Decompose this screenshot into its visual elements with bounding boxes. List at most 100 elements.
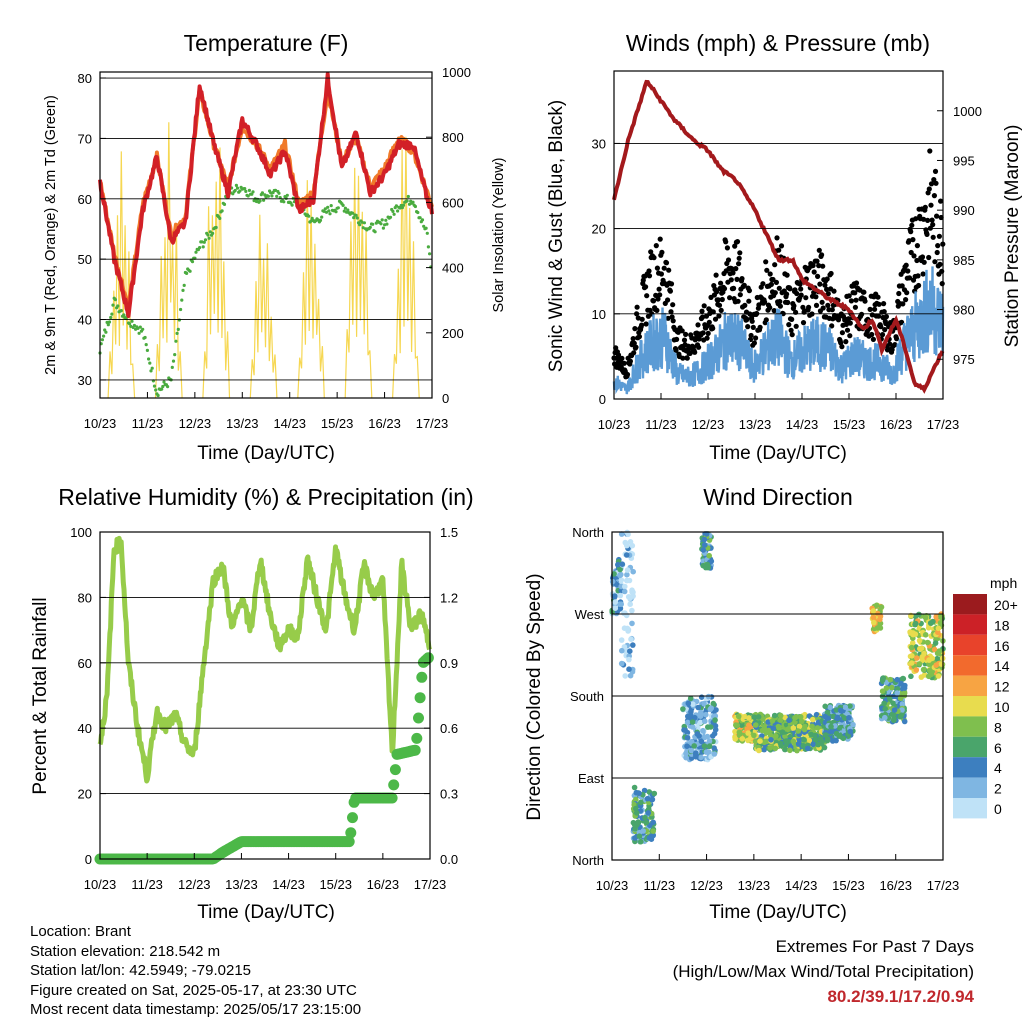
gust-point xyxy=(636,334,643,340)
precip-point xyxy=(413,712,424,724)
direction-point xyxy=(814,725,821,731)
gust-point xyxy=(820,305,826,311)
dewpoint-point xyxy=(425,231,429,235)
direction-point xyxy=(710,700,717,707)
direction-point xyxy=(633,805,639,812)
direction-point xyxy=(622,610,628,616)
gust-point xyxy=(920,271,926,277)
gust-point xyxy=(813,294,819,300)
gust-point xyxy=(861,289,867,295)
gust-point xyxy=(728,277,734,283)
gust-point xyxy=(770,276,776,283)
gust-point xyxy=(724,245,731,251)
gust-point xyxy=(815,273,821,279)
x-tick-label: 11/23 xyxy=(131,877,163,892)
gust-point xyxy=(933,180,939,186)
direction-point xyxy=(787,747,793,754)
gust-point xyxy=(767,271,773,277)
dewpoint-point xyxy=(176,327,180,331)
dewpoint-point xyxy=(214,225,218,230)
figure-created: Figure created on Sat, 2025-05-17, at 23… xyxy=(30,981,357,999)
speed-legend-label: 6 xyxy=(994,740,1002,756)
winds-x-label: Time (Day/UTC) xyxy=(709,443,847,464)
dewpoint-point xyxy=(147,357,151,361)
gust-point xyxy=(683,331,689,337)
direction-point xyxy=(874,625,881,631)
gust-point xyxy=(630,336,636,342)
direction-point xyxy=(632,835,638,841)
gust-point xyxy=(713,272,719,278)
y-tick-label: 0 xyxy=(599,392,606,407)
gust-point xyxy=(847,320,853,326)
direction-point xyxy=(871,619,877,626)
dewpoint-point xyxy=(234,183,238,187)
direction-point xyxy=(917,645,923,652)
gust-point xyxy=(788,327,794,333)
dewpoint-point xyxy=(150,366,154,370)
gust-point xyxy=(932,259,938,265)
direction-point xyxy=(925,625,932,631)
gust-point xyxy=(927,148,933,154)
direction-point xyxy=(629,542,636,549)
dewpoint-point xyxy=(318,218,323,222)
dewpoint-point xyxy=(148,361,152,365)
dewpoint-point xyxy=(322,209,326,213)
gust-point xyxy=(721,286,728,292)
direction-point xyxy=(703,711,709,718)
y2-tick-label: 985 xyxy=(953,253,975,268)
direction-point xyxy=(837,707,844,714)
gust-point xyxy=(700,330,706,336)
direction-point xyxy=(624,542,630,549)
y-tick-label: 30 xyxy=(592,136,606,151)
dewpoint-point xyxy=(346,208,350,212)
direction-point xyxy=(790,725,797,731)
gust-point xyxy=(736,255,742,261)
station-info: Location: Brant Station elevation: 218.5… xyxy=(30,922,361,1020)
recent-timestamp: Most recent data timestamp: 2025/05/17 2… xyxy=(30,1001,362,1018)
direction-point xyxy=(830,713,837,720)
solar-series-line xyxy=(154,122,183,399)
gust-point xyxy=(813,302,820,308)
gust-point xyxy=(715,297,721,303)
direction-point xyxy=(882,706,888,712)
gust-point xyxy=(831,288,837,294)
direction-point xyxy=(833,730,840,737)
direction-point xyxy=(611,593,618,599)
gust-point xyxy=(822,282,828,288)
gust-point xyxy=(704,335,710,341)
gust-point xyxy=(650,298,657,304)
direction-point xyxy=(622,673,628,679)
humidity-title: Relative Humidity (%) & Precipitation (i… xyxy=(58,484,473,510)
direction-point xyxy=(926,657,932,663)
gust-point xyxy=(631,340,637,346)
dewpoint-point xyxy=(269,191,273,195)
dewpoint-point xyxy=(198,246,202,250)
gust-point xyxy=(852,290,858,296)
direction-point xyxy=(623,552,630,558)
direction-tick-label: South xyxy=(570,689,604,704)
dewpoint-point xyxy=(334,210,338,214)
dewpoint-point xyxy=(185,271,189,275)
direction-point xyxy=(687,712,694,719)
dewpoint-point xyxy=(258,199,262,203)
direction-point xyxy=(627,648,633,654)
x-tick-label: 15/23 xyxy=(833,417,866,432)
gust-point xyxy=(806,304,812,310)
gust-point xyxy=(903,297,909,303)
gust-point xyxy=(737,250,743,256)
direction-point xyxy=(894,690,900,696)
dewpoint-point xyxy=(343,206,347,210)
direction-point xyxy=(712,713,719,719)
dewpoint-point xyxy=(144,343,148,347)
gust-point xyxy=(670,318,676,324)
gust-point xyxy=(718,307,724,313)
x-tick-label: 15/23 xyxy=(832,878,865,893)
direction-point xyxy=(735,713,742,720)
direction-point xyxy=(916,661,923,667)
y2-tick-label: 975 xyxy=(953,352,975,367)
gust-point xyxy=(670,302,676,308)
dewpoint-point xyxy=(104,330,108,334)
x-tick-label: 17/23 xyxy=(927,878,960,893)
dewpoint-point xyxy=(392,212,396,216)
gust-point xyxy=(681,337,688,343)
